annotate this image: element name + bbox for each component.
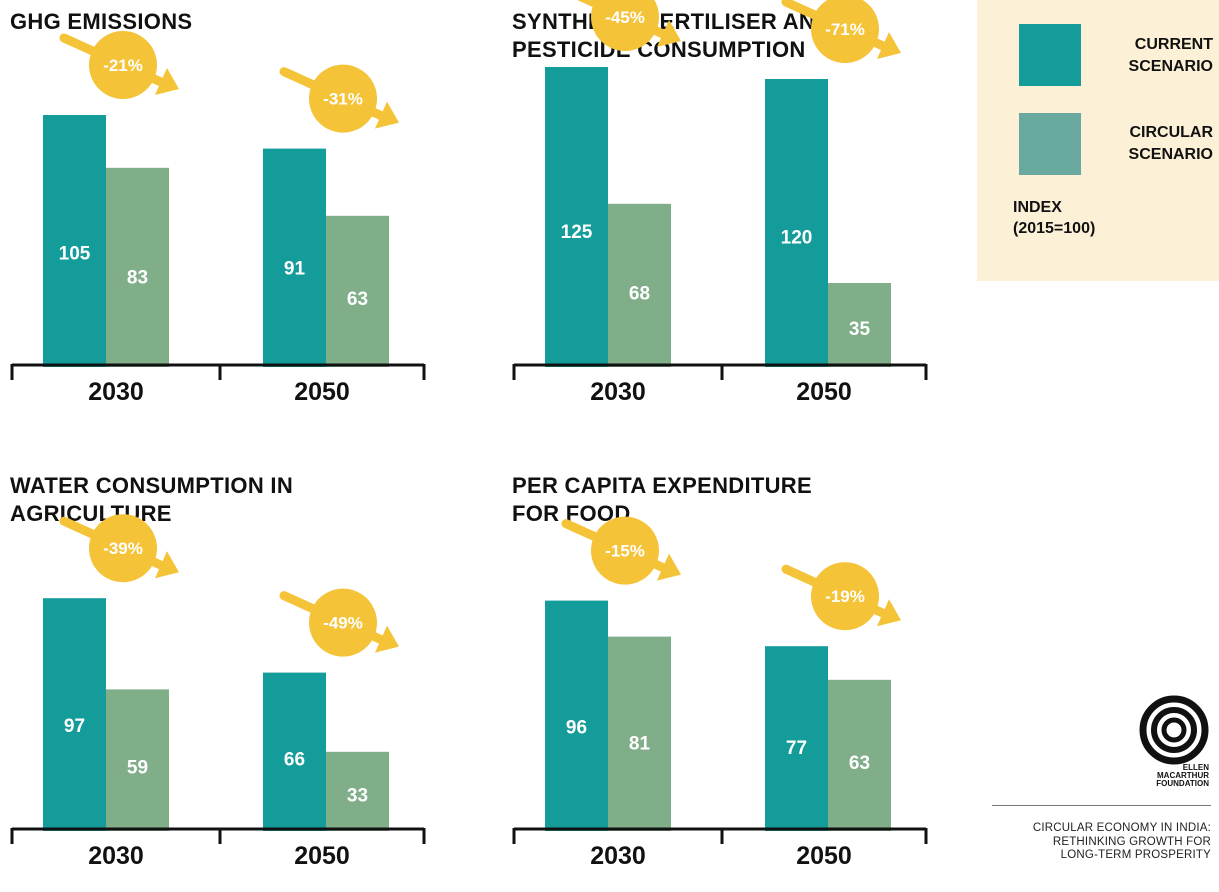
bar-circular-2050 xyxy=(828,679,891,831)
bar-circular-2030 xyxy=(106,689,169,831)
change-badge-2030: -39% xyxy=(59,514,179,583)
trend-arrow-head-icon xyxy=(375,625,399,653)
foundation-logo-icon xyxy=(1139,695,1209,765)
x-axis-bracket xyxy=(10,827,426,844)
chart-svg: 125 68 -45% 2030 120 35 -71% 2050 xyxy=(512,0,928,406)
bar-current-2030 xyxy=(545,600,608,831)
chart-title: PER CAPITA EXPENDITURE FOR FOOD xyxy=(512,473,812,526)
chart-title: GHG EMISSIONS xyxy=(10,9,193,34)
change-badge-circle xyxy=(591,0,659,51)
change-badge-circle xyxy=(591,516,659,585)
legend-index-note: INDEX (2015=100) xyxy=(1013,199,1096,237)
x-axis-bracket xyxy=(512,827,928,844)
change-badge-2050: -71% xyxy=(781,0,901,63)
legend-swatch-circular xyxy=(1019,113,1081,175)
change-percent-label: -39% xyxy=(103,539,143,558)
change-badge-circle xyxy=(89,31,157,99)
change-percent-label: -19% xyxy=(825,587,865,606)
change-badge-2050: -31% xyxy=(279,64,399,133)
x-axis-tick-label: 2030 xyxy=(590,378,646,406)
bar-current-2030 xyxy=(43,598,106,831)
bar-value-label: 63 xyxy=(849,753,870,774)
chart-svg: 105 83 -21% 2030 91 63 -31% 2050 xyxy=(10,31,426,406)
trend-arrow-head-icon xyxy=(155,68,179,95)
change-percent-label: -21% xyxy=(103,56,143,75)
chart-svg: 97 59 -39% 2030 66 33 -49% 2050 xyxy=(10,514,426,870)
legend: CURRENT SCENARIO CIRCULAR SCENARIO INDEX… xyxy=(977,0,1219,281)
bar-value-label: 33 xyxy=(347,785,368,806)
bar-value-label: 105 xyxy=(59,244,91,265)
change-badge-circle xyxy=(811,562,879,631)
bar-circular-2030 xyxy=(608,203,671,367)
bar-value-label: 125 xyxy=(561,222,593,243)
bar-circular-2050 xyxy=(326,751,389,831)
chart-panel-water-consumption: WATER CONSUMPTION IN AGRICULTURE 97 59 -39… xyxy=(10,472,450,892)
x-axis-tick-label: 2050 xyxy=(294,842,350,870)
change-badge-circle xyxy=(89,514,157,583)
bar-circular-2030 xyxy=(106,167,169,367)
change-percent-label: -31% xyxy=(323,90,363,109)
bar-current-2050 xyxy=(263,672,326,831)
change-badge-2050: -19% xyxy=(781,562,901,631)
legend-swatch-current xyxy=(1019,24,1081,86)
x-axis-bracket xyxy=(10,363,426,380)
change-percent-label: -49% xyxy=(323,614,363,633)
bar-current-2050 xyxy=(765,79,828,367)
bar-value-label: 35 xyxy=(849,319,871,340)
chart-svg: 96 81 -15% 2030 77 63 -19% 2050 xyxy=(512,516,928,870)
change-badge-circle xyxy=(811,0,879,63)
x-axis-tick-label: 2030 xyxy=(88,378,144,406)
bar-value-label: 77 xyxy=(786,738,807,759)
bar-value-label: 96 xyxy=(566,717,587,738)
x-axis-tick-label: 2050 xyxy=(796,842,852,870)
bar-current-2030 xyxy=(43,115,106,367)
bar-current-2050 xyxy=(765,646,828,831)
footer-divider xyxy=(992,805,1211,806)
change-badge-2050: -49% xyxy=(279,588,399,657)
trend-arrow-head-icon xyxy=(877,599,901,627)
bar-value-label: 83 xyxy=(127,267,148,288)
bar-circular-2050 xyxy=(828,283,891,367)
report-title: CIRCULAR ECONOMY IN INDIA: RETHINKING GR… xyxy=(1032,822,1211,861)
x-axis-tick-label: 2030 xyxy=(88,842,144,870)
bar-value-label: 120 xyxy=(781,227,813,248)
bar-value-label: 97 xyxy=(64,716,85,737)
bar-value-label: 81 xyxy=(629,734,651,755)
bar-value-label: 59 xyxy=(127,757,148,778)
trend-arrow-head-icon xyxy=(657,553,681,581)
change-badge-2030: -45% xyxy=(577,0,681,51)
legend-label-current: CURRENT SCENARIO xyxy=(1128,36,1213,75)
bar-value-label: 68 xyxy=(629,284,650,305)
bar-circular-2030 xyxy=(608,636,671,831)
trend-arrow-head-icon xyxy=(877,32,901,59)
change-percent-label: -71% xyxy=(825,20,865,39)
trend-arrow-head-icon xyxy=(155,551,179,579)
change-badge-2030: -21% xyxy=(59,31,179,99)
change-badge-circle xyxy=(309,64,377,133)
bar-value-label: 63 xyxy=(347,289,368,310)
bar-value-label: 91 xyxy=(284,259,306,280)
bar-value-label: 66 xyxy=(284,750,305,771)
bar-current-2030 xyxy=(545,67,608,367)
change-badge-2030: -15% xyxy=(561,516,681,585)
chart-panel-food-expenditure: PER CAPITA EXPENDITURE FOR FOOD 96 81 -15%… xyxy=(512,472,952,892)
bar-current-2050 xyxy=(263,148,326,367)
x-axis-tick-label: 2030 xyxy=(590,842,646,870)
trend-arrow-head-icon xyxy=(657,20,681,47)
x-axis-bracket xyxy=(512,363,928,380)
change-percent-label: -15% xyxy=(605,542,645,561)
trend-arrow-head-icon xyxy=(375,101,399,129)
chart-panel-ghg-emissions: GHG EMISSIONS 105 83 -21% 2030 91 63 -31% 2050 xyxy=(10,8,450,428)
x-axis-tick-label: 2050 xyxy=(796,378,852,406)
chart-panel-fertiliser-pesticide: SYNTHETIC FERTILISER AND PESTICIDE CONSU… xyxy=(512,0,952,428)
logo-wordmark: ELLEN MACARTHUR FOUNDATION xyxy=(1156,763,1209,788)
legend-label-circular: CIRCULAR SCENARIO xyxy=(1128,124,1213,163)
chart-title: WATER CONSUMPTION IN AGRICULTURE xyxy=(10,473,294,526)
change-badge-circle xyxy=(309,588,377,657)
x-axis-tick-label: 2050 xyxy=(294,378,350,406)
change-percent-label: -45% xyxy=(605,8,645,27)
bar-circular-2050 xyxy=(326,215,389,367)
